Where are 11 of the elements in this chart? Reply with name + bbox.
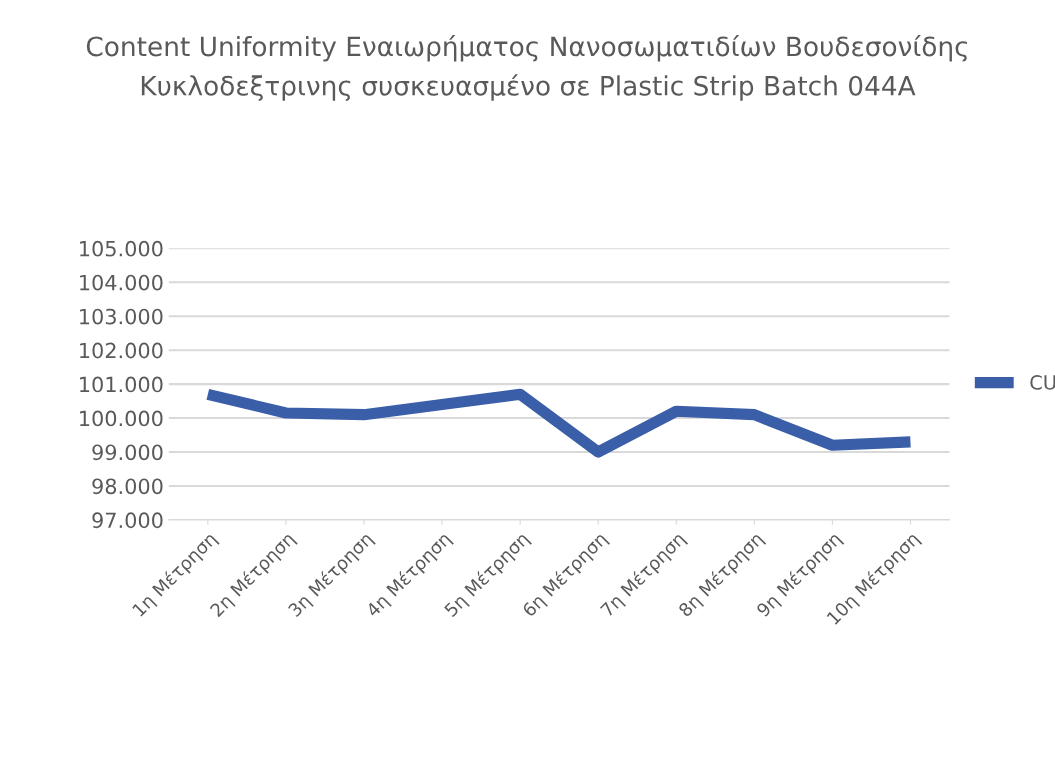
y-tick-label: 103.000 xyxy=(80,308,163,325)
legend-label: CU xyxy=(1030,375,1055,390)
y-tick-label: 102.000 xyxy=(80,342,163,359)
y-tick-label: 101.000 xyxy=(80,376,163,393)
chart-title: Content Uniformity Εναιωρήματος Νανοσωματιδίων Βουδεσονίδης Κυκλοδεξτρινης συσκευασμένο σε Plastic Strip Batch 044A xyxy=(86,34,968,101)
y-tick-label: 105.000 xyxy=(80,240,163,257)
y-tick-label: 97.000 xyxy=(92,512,163,529)
y-tick-label: 104.000 xyxy=(80,274,163,291)
y-tick-label: 98.000 xyxy=(92,478,163,495)
y-tick-label: 100.000 xyxy=(80,410,163,427)
y-tick-label: 99.000 xyxy=(92,444,163,461)
